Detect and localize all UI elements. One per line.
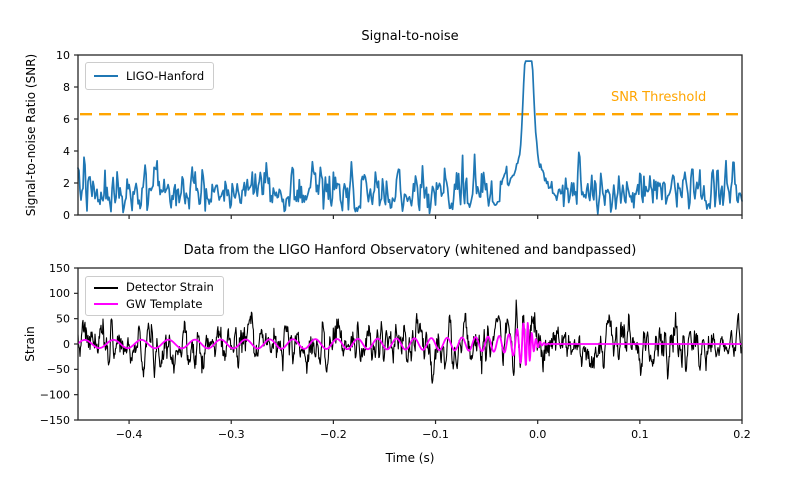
x-tick-label: −0.1: [422, 428, 449, 441]
axes-spines: [77, 54, 743, 216]
time-x-axis-label: Time (s): [385, 451, 435, 465]
y-tick-label: 50: [56, 312, 70, 325]
snr-y-axis-label: Signal-to-noise Ratio (SNR): [24, 53, 38, 217]
snr-plot-area: [77, 60, 743, 215]
y-tick-label: 10: [56, 49, 70, 62]
snr-legend: LIGO-Hanford: [85, 62, 215, 90]
detector-strain-line-swatch: [94, 286, 118, 289]
y-tick-label: 8: [63, 81, 70, 94]
strain-plot-title: Data from the LIGO Hanford Observatory (…: [183, 243, 637, 258]
y-tick-label: 150: [49, 262, 70, 275]
y-tick-label: −100: [40, 388, 70, 401]
legend-item-ligo-hanford: LIGO-Hanford: [94, 70, 204, 83]
strain-axes: −150 −100 −50 0 50 100 150 −0.4 −0.3 −0.2 −0.1 0.0 0…: [40, 262, 751, 441]
detector-strain-line: [77, 299, 743, 384]
y-tick-label: −150: [40, 414, 70, 427]
y-tick-label: 2: [63, 177, 70, 190]
legend-item-detector-strain: Detector Strain: [94, 281, 214, 294]
legend-label: Detector Strain: [126, 280, 214, 295]
x-tick-label: −0.3: [218, 428, 245, 441]
y-tick-label: 4: [63, 145, 70, 158]
y-tick-label: 0: [63, 209, 70, 222]
x-tick-label: 0.1: [631, 428, 649, 441]
x-tick-label: 0.2: [733, 428, 751, 441]
x-tick-label: −0.4: [116, 428, 143, 441]
y-tick-label: 6: [63, 113, 70, 126]
snr-line: [77, 60, 743, 215]
x-tick-label: −0.2: [320, 428, 347, 441]
gw-template-line-swatch: [94, 303, 118, 306]
strain-plot-area: [77, 299, 743, 384]
snr-plot-title: Signal-to-noise: [361, 29, 459, 44]
strain-y-axis-label: Strain: [23, 326, 37, 362]
y-tick-label: −50: [47, 363, 70, 376]
snr-threshold-label: SNR Threshold: [611, 90, 707, 105]
legend-label: GW Template: [126, 297, 203, 311]
gw-template-line: [77, 322, 743, 366]
x-tick-label: 0.0: [529, 428, 547, 441]
y-tick-label: 0: [63, 338, 70, 351]
y-tick-label: 100: [49, 287, 70, 300]
legend-label: LIGO-Hanford: [126, 68, 205, 83]
snr-axes: 0 2 4 6 8 10: [56, 49, 743, 222]
strain-legend: Detector Strain GW Template: [85, 276, 224, 316]
ligo-hanford-line-swatch: [94, 74, 118, 77]
legend-item-gw-template: GW Template: [94, 298, 214, 311]
